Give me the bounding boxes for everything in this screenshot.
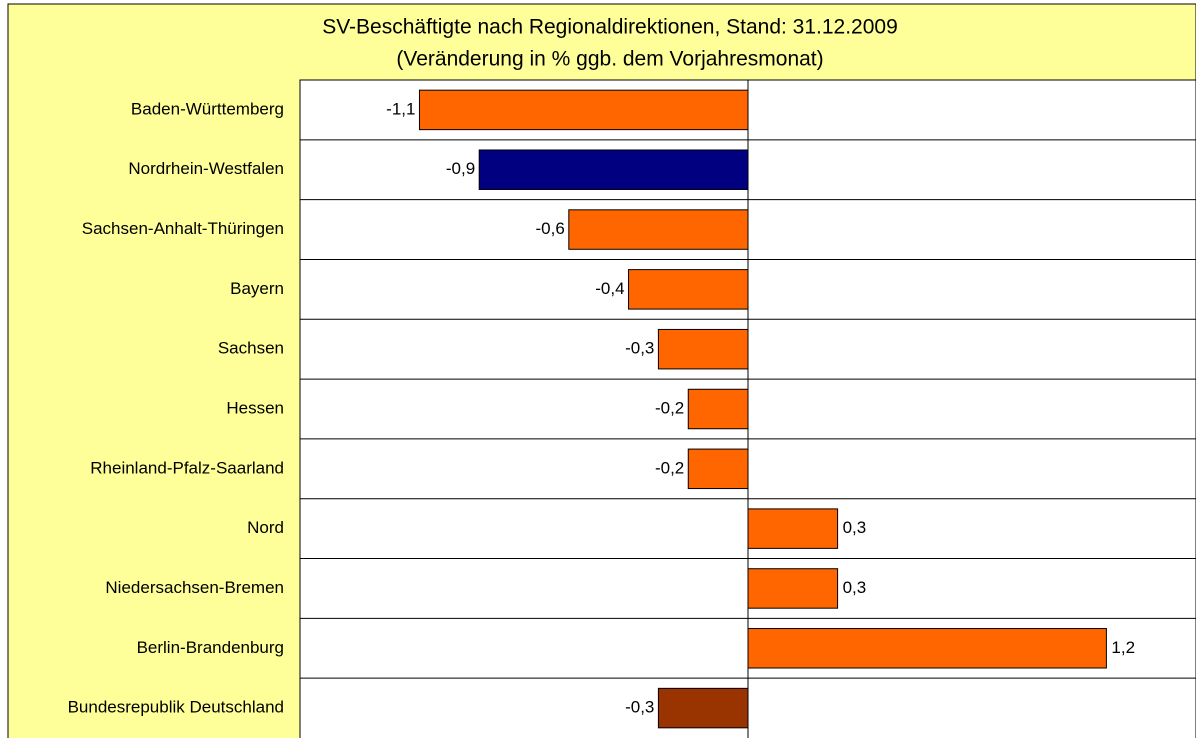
category-label: Sachsen-Anhalt-Thüringen <box>82 219 284 238</box>
category-label: Nordrhein-Westfalen <box>128 159 284 178</box>
bar <box>657 328 749 370</box>
data-label: 0,3 <box>843 518 867 537</box>
bar <box>478 149 749 190</box>
bar <box>418 89 749 131</box>
bar <box>747 508 839 549</box>
category-label: Niedersachsen-Bremen <box>105 578 284 597</box>
data-label: -1,1 <box>386 99 415 118</box>
bar <box>687 448 749 490</box>
category-label: Bundesrepublik Deutschland <box>68 698 284 717</box>
data-label: -0,4 <box>595 279 624 298</box>
data-label: -0,6 <box>536 219 565 238</box>
category-label: Nord <box>247 518 284 537</box>
category-label: Sachsen <box>218 339 284 358</box>
category-label: Rheinland-Pfalz-Saarland <box>90 458 284 477</box>
data-label: -0,3 <box>625 698 654 717</box>
category-label: Bayern <box>230 279 284 298</box>
data-label: -0,9 <box>446 159 475 178</box>
data-label: 0,3 <box>843 578 867 597</box>
data-label: 1,2 <box>1111 638 1135 657</box>
bar <box>657 687 749 729</box>
data-label: -0,3 <box>625 339 654 358</box>
bar <box>687 388 749 430</box>
data-label: -0,2 <box>655 458 684 477</box>
category-label: Hessen <box>226 398 284 417</box>
data-label: -0,2 <box>655 398 684 417</box>
category-label: Berlin-Brandenburg <box>137 638 284 657</box>
bar <box>747 628 1107 669</box>
chart-title: SV-Beschäftigte nach Regionaldirektionen… <box>322 16 898 39</box>
bar <box>568 209 749 250</box>
category-label: Baden-Württemberg <box>131 99 284 118</box>
chart-subtitle: (Veränderung in % ggb. dem Vorjahresmona… <box>396 48 823 71</box>
bar <box>747 568 839 609</box>
bar <box>628 269 749 310</box>
